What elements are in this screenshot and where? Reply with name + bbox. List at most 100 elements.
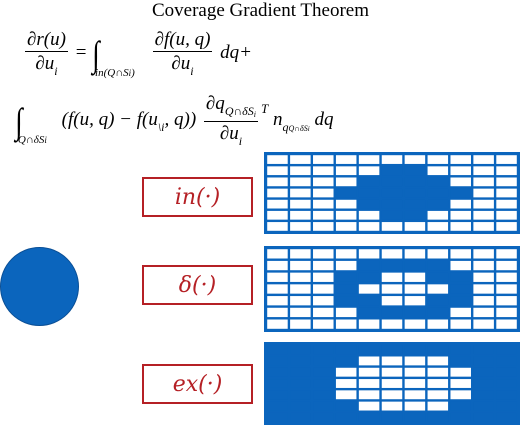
grid-cell-empty: [313, 249, 334, 259]
grid-cell-filled: [473, 401, 494, 411]
grid-cell-empty: [450, 319, 471, 329]
grid-cell-empty: [450, 379, 471, 388]
grid-cell-filled: [358, 188, 380, 198]
in-grid: [264, 152, 520, 234]
grid-cell-filled: [404, 177, 426, 187]
grid-cell-empty: [267, 210, 288, 220]
grid-cell-empty: [450, 199, 471, 209]
grid-cell-empty: [473, 188, 494, 198]
grid-cell-empty: [358, 367, 380, 377]
grid-cell-empty: [404, 296, 426, 306]
grid-cell-empty: [267, 222, 288, 231]
grid-cell-empty: [267, 272, 288, 282]
grid-cell-empty: [335, 166, 357, 176]
normal-sub: qQ∩δSi: [282, 120, 309, 134]
normal-n: n: [272, 108, 283, 130]
grid-cell-empty: [450, 166, 471, 176]
grid-cell-filled: [427, 272, 449, 282]
grid-cell-empty: [313, 296, 334, 306]
grid-cell-empty: [450, 249, 471, 259]
grid-cell-filled: [381, 199, 403, 209]
grid-cell-empty: [496, 260, 517, 271]
transpose-T: T: [260, 100, 269, 116]
term1-tail: dq+: [220, 41, 252, 63]
term2-denominator: ∂ui: [218, 122, 244, 147]
grid-cell-filled: [404, 188, 426, 198]
grid-cell-empty: [473, 284, 494, 294]
grid-cell-filled: [427, 188, 449, 198]
lhs-den-sub: i: [54, 64, 58, 78]
grid-cell-empty: [358, 401, 380, 411]
grid-cell-empty: [427, 222, 449, 231]
in-grid-svg: [264, 152, 520, 234]
grid-cell-empty: [335, 367, 357, 377]
grid-cell-empty: [335, 177, 357, 187]
grid-cell-filled: [427, 199, 449, 209]
grid-cell-empty: [267, 284, 288, 294]
grid-cell-empty: [313, 272, 334, 282]
grid-cell-empty: [335, 199, 357, 209]
grid-cell-empty: [427, 367, 449, 377]
grid-cell-filled: [313, 356, 334, 366]
grid-cell-empty: [290, 319, 311, 329]
term2-paren-sub: \i: [157, 119, 165, 134]
grid-cell-filled: [496, 379, 517, 388]
grid-cell-filled: [496, 401, 517, 411]
grid-cell-empty: [496, 199, 517, 209]
grid-cell-filled: [427, 260, 449, 271]
grid-cell-filled: [267, 401, 288, 411]
delta-grid: [264, 246, 520, 332]
grid-cell-empty: [290, 272, 311, 282]
grid-cell-empty: [427, 249, 449, 259]
grid-cell-empty: [381, 222, 403, 231]
grid-cell-empty: [427, 356, 449, 366]
grid-cell-empty: [335, 379, 357, 388]
grid-cell-filled: [404, 210, 426, 220]
grid-cell-empty: [404, 390, 426, 400]
integral-2-limit-text: Q∩δS: [17, 133, 45, 146]
grid-cell-filled: [335, 188, 357, 198]
grid-cell-filled: [267, 412, 288, 422]
grid-cell-filled: [313, 345, 334, 355]
grid-cell-empty: [313, 319, 334, 329]
lhs-fraction: ∂r(u) ∂ui: [25, 30, 68, 77]
grid-cell-empty: [450, 260, 471, 271]
sensing-region-circle: [0, 247, 79, 326]
grid-cell-empty: [404, 284, 426, 294]
grid-cell-filled: [313, 401, 334, 411]
grid-cell-empty: [473, 319, 494, 329]
grid-cell-empty: [290, 177, 311, 187]
grid-cell-empty: [473, 222, 494, 231]
grid-cell-filled: [427, 177, 449, 187]
grid-cell-empty: [381, 272, 403, 282]
grid-cell-filled: [290, 345, 311, 355]
grid-cell-empty: [496, 296, 517, 306]
grid-cell-empty: [473, 260, 494, 271]
integral-1-limit-text: in(Q∩S: [95, 66, 129, 79]
grid-cell-empty: [450, 177, 471, 187]
grid-cell-empty: [290, 249, 311, 259]
grid-cell-empty: [381, 155, 403, 164]
grid-cell-empty: [404, 379, 426, 388]
grid-cell-empty: [313, 222, 334, 231]
grid-cell-empty: [335, 210, 357, 220]
grid-cell-filled: [427, 296, 449, 306]
grid-cell-empty: [496, 222, 517, 231]
grid-cell-filled: [290, 379, 311, 388]
grid-cell-empty: [381, 356, 403, 366]
grid-cell-filled: [404, 199, 426, 209]
grid-cell-empty: [358, 210, 380, 220]
grid-cell-empty: [335, 155, 357, 164]
grid-cell-empty: [358, 356, 380, 366]
grid-cell-empty: [381, 379, 403, 388]
grid-cell-filled: [335, 401, 357, 411]
term1-fraction: ∂f(u, q) ∂ui: [152, 30, 213, 77]
grid-cell-empty: [381, 249, 403, 259]
grid-cell-filled: [358, 296, 380, 306]
grid-cell-empty: [496, 284, 517, 294]
grid-cell-filled: [313, 390, 334, 400]
grid-cell-empty: [358, 166, 380, 176]
grid-cell-empty: [427, 284, 449, 294]
grid-cell-filled: [335, 284, 357, 294]
grid-cell-empty: [313, 155, 334, 164]
